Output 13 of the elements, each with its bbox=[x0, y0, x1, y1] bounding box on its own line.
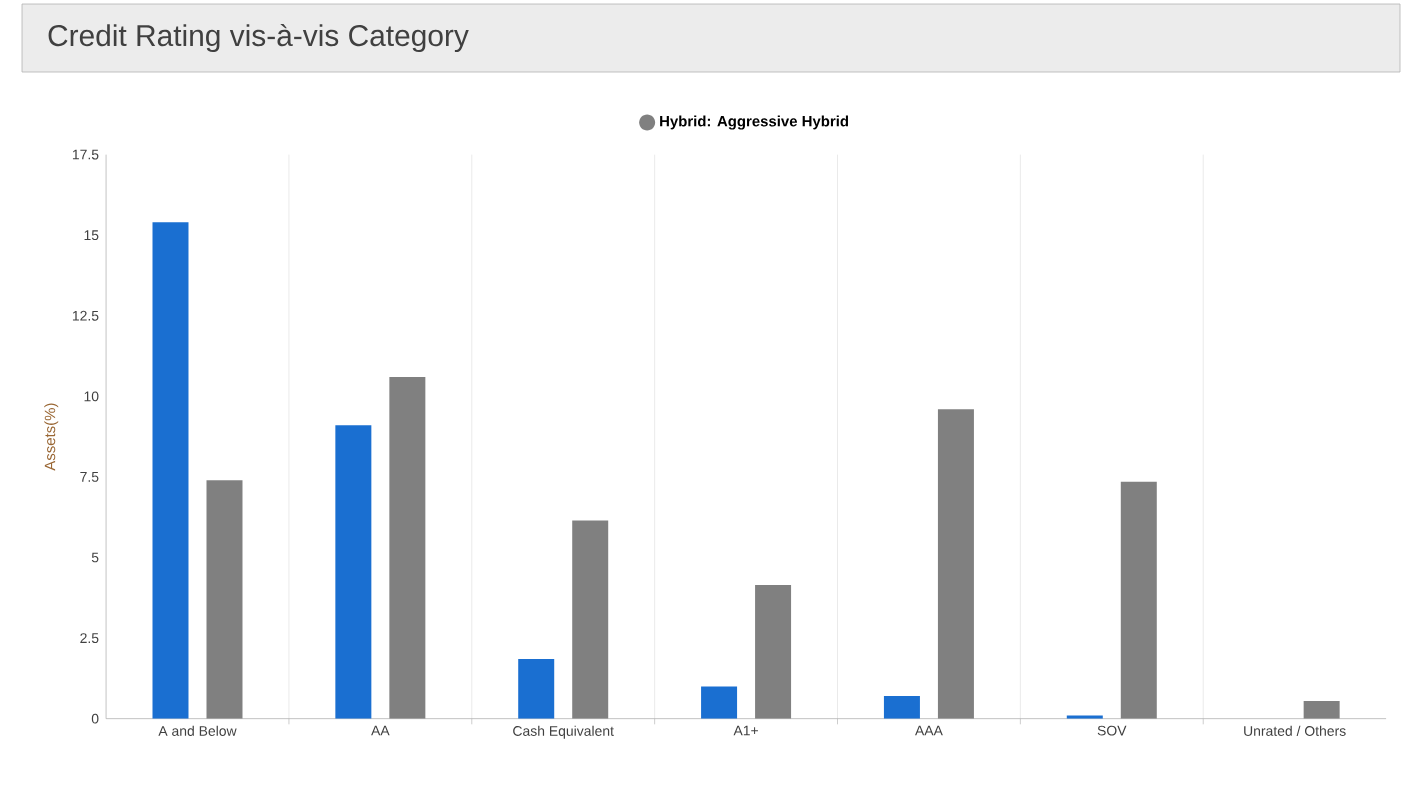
bar bbox=[518, 659, 555, 719]
bar bbox=[755, 584, 792, 719]
bar bbox=[335, 425, 372, 719]
bar bbox=[389, 377, 426, 719]
bar bbox=[206, 480, 243, 719]
bar bbox=[701, 686, 738, 719]
bar bbox=[572, 520, 609, 719]
bar bbox=[883, 696, 920, 719]
bar bbox=[1303, 700, 1340, 719]
bar bbox=[1120, 481, 1157, 719]
chart-title: Credit Rating vis-à-vis Category bbox=[48, 23, 469, 53]
bar bbox=[152, 222, 189, 719]
bar bbox=[937, 409, 974, 719]
